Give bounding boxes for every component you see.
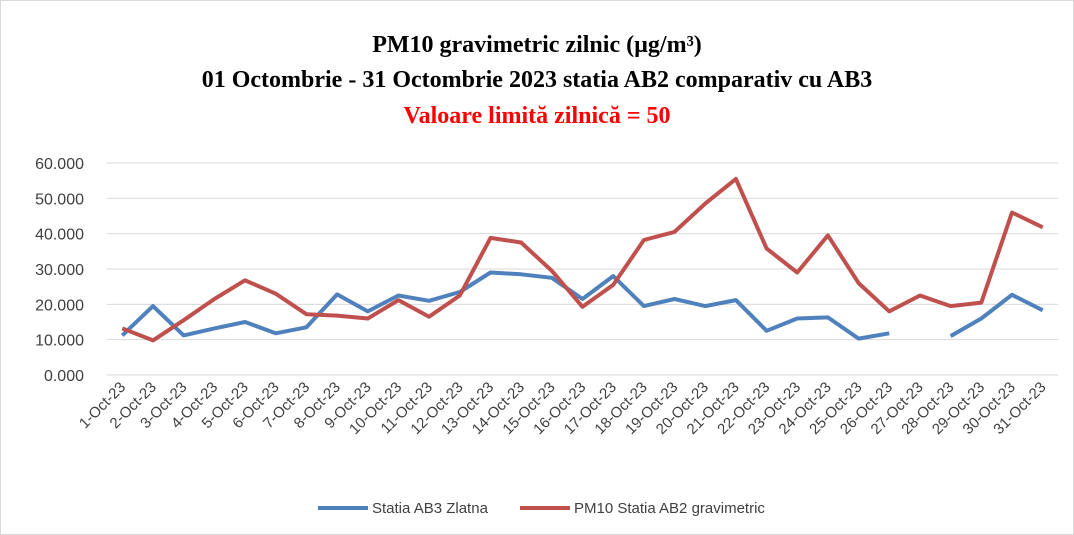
y-tick-label: 0.000 bbox=[44, 368, 84, 385]
chart-subtitle: 01 Octombrie - 31 Octombrie 2023 statia … bbox=[202, 67, 873, 93]
legend-label: Statia AB3 Zlatna bbox=[372, 500, 489, 517]
y-tick-label: 30.000 bbox=[35, 262, 84, 279]
chart-annotation: Valoare limită zilnică = 50 bbox=[404, 103, 671, 129]
data-line bbox=[121, 176, 1044, 343]
y-tick-label: 10.000 bbox=[35, 333, 84, 350]
chart-title: PM10 gravimetric zilnic (µg/m³) bbox=[372, 32, 702, 58]
y-tick-label: 40.000 bbox=[35, 227, 84, 244]
legend-label: PM10 Statia AB2 gravimetric bbox=[574, 500, 765, 517]
y-tick-label: 50.000 bbox=[35, 191, 84, 208]
data-line bbox=[120, 270, 1044, 341]
y-tick-label: 20.000 bbox=[35, 297, 84, 314]
y-tick-label: 60.000 bbox=[35, 156, 84, 173]
